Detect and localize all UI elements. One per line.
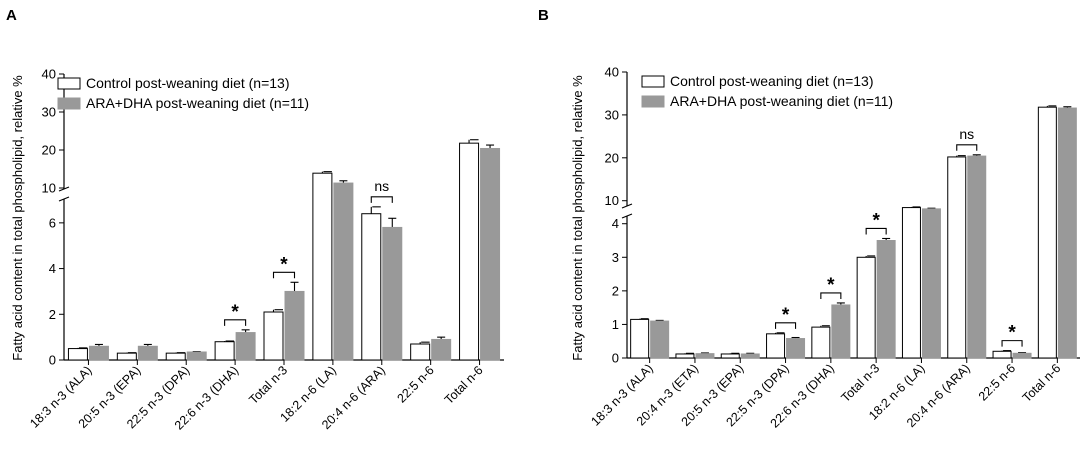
panel-a-bar-aradha bbox=[333, 182, 354, 361]
panel-b-bar-control bbox=[720, 353, 740, 359]
panel-b-category-label: Total n-6 bbox=[1020, 361, 1064, 405]
panel-a-ytick-label: 2 bbox=[49, 307, 56, 322]
panel-a-legend-control-label: Control post-weaning diet (n=13) bbox=[86, 75, 290, 91]
panel-a-bar-aradha bbox=[235, 332, 256, 361]
panel-a-bar-control bbox=[214, 341, 235, 361]
panel-a-significance-label: * bbox=[280, 254, 288, 275]
panel-a-bar-control bbox=[165, 352, 186, 361]
panel-a-legend-aradha-label: ARA+DHA post-weaning diet (n=11) bbox=[86, 95, 309, 111]
panel-b-axis-break-mark-lower bbox=[621, 213, 633, 219]
panel-b-ytick-label: 4 bbox=[612, 216, 619, 231]
panel-a-ylabel: Fatty acid content in total phospholipid… bbox=[10, 75, 25, 361]
panel-a-ytick-label: 40 bbox=[42, 67, 56, 82]
panel-a-significance-label: ns bbox=[374, 178, 389, 194]
panel-b-significance-bracket bbox=[820, 292, 842, 299]
panel-b-legend-swatch-control bbox=[641, 75, 665, 88]
panel-b-ytick-label: 30 bbox=[605, 107, 619, 122]
panel-b-bar-control bbox=[675, 353, 695, 359]
panel-b-significance-label: * bbox=[1008, 323, 1016, 344]
panel-b-bar-aradha bbox=[831, 304, 851, 359]
panel-a-bar-control bbox=[361, 213, 382, 361]
panel-a-axis-break-mark-upper bbox=[58, 186, 70, 192]
panel-b-label: B bbox=[538, 7, 549, 24]
panel-b-legend-control-label: Control post-weaning diet (n=13) bbox=[670, 73, 874, 89]
panel-b-ytick-label: 20 bbox=[605, 150, 619, 165]
panel-b-category-label: Total n-3 bbox=[838, 361, 882, 405]
panel-b-legend-swatch-aradha bbox=[641, 95, 665, 108]
panel-a-ytick-label: 0 bbox=[49, 353, 56, 368]
panel-a-bar-control bbox=[116, 352, 137, 361]
panel-a-bar-control bbox=[410, 343, 431, 361]
panel-a-label: A bbox=[6, 7, 17, 24]
panel-a-bar-aradha bbox=[382, 226, 403, 361]
panel-a-category-label: 22:5 n-6 bbox=[394, 363, 436, 405]
panel-a-ytick-label: 30 bbox=[42, 105, 56, 120]
panel-b-bar-control bbox=[630, 318, 650, 359]
panel-b-ytick-label: 0 bbox=[612, 351, 619, 366]
panel-a-significance-bracket bbox=[272, 271, 296, 279]
panel-a-category-label: Total n-3 bbox=[246, 363, 290, 407]
panel-b-axis-break-mark-upper bbox=[621, 203, 633, 209]
panel-a-ytick-label: 4 bbox=[49, 261, 56, 276]
panel-b-axis-break-gap bbox=[621, 206, 633, 216]
panel-a-category-label: Total n-6 bbox=[442, 363, 486, 407]
panel-b-bar-aradha bbox=[695, 353, 715, 359]
panel-a-significance-bracket bbox=[370, 196, 393, 203]
panel-b-category-label: 22:5 n-6 bbox=[976, 361, 1018, 403]
panel-a-axis-break-mark-lower bbox=[58, 196, 70, 202]
panel-b-bar-control bbox=[811, 326, 831, 359]
panel-a-ytick-label: 10 bbox=[42, 181, 56, 196]
panel-b-bar-control bbox=[1037, 106, 1057, 359]
panel-a-bar-aradha bbox=[186, 351, 207, 361]
panel-a-legend-swatch-control bbox=[57, 77, 81, 90]
panel-b-bar-aradha bbox=[1012, 352, 1032, 359]
panel-b-bar-aradha bbox=[1057, 107, 1077, 359]
panel-b-bar-aradha bbox=[876, 240, 896, 359]
panel-a-ytick-label: 6 bbox=[49, 215, 56, 230]
panel-b-ytick-label: 40 bbox=[605, 65, 619, 80]
panel-b-ylabel: Fatty acid content in total phospholipid… bbox=[570, 75, 585, 361]
panel-b-bar-aradha bbox=[967, 155, 987, 359]
panel-b-significance-label: * bbox=[827, 275, 835, 296]
panel-a-bar-aradha bbox=[88, 345, 109, 361]
panel-b-significance-label: * bbox=[872, 210, 880, 231]
panel-b-significance-bracket bbox=[1001, 340, 1023, 347]
panel-a-bar-control bbox=[67, 348, 88, 361]
panel-b-ytick-label: 3 bbox=[612, 250, 619, 265]
panel-b-significance-label: ns bbox=[959, 126, 974, 142]
panel-a-axis-break-gap bbox=[58, 189, 70, 199]
panel-a-significance-bracket bbox=[224, 319, 247, 326]
panel-b-bar-aradha bbox=[740, 353, 760, 359]
panel-b-bar-control bbox=[992, 350, 1012, 359]
panel-b-legend-aradha-label: ARA+DHA post-weaning diet (n=11) bbox=[670, 93, 893, 109]
panel-b-bar-aradha bbox=[650, 320, 670, 359]
panel-b-bar-control bbox=[901, 207, 921, 359]
panel-a-bar-control bbox=[459, 142, 480, 361]
panel-b-ytick-label: 2 bbox=[612, 283, 619, 298]
panel-b-ytick-label: 1 bbox=[612, 317, 619, 332]
panel-b-bar-control bbox=[856, 256, 876, 359]
panel-b-bar-control bbox=[947, 156, 967, 359]
panel-a-bar-aradha bbox=[137, 345, 158, 361]
panel-a-legend-swatch-aradha bbox=[57, 97, 81, 110]
panel-b-bar-aradha bbox=[786, 338, 806, 359]
panel-a-bar-aradha bbox=[284, 290, 305, 361]
panel-b-significance-bracket bbox=[956, 144, 978, 151]
panel-a-significance-label: * bbox=[231, 302, 239, 323]
panel-b-ytick-label: 10 bbox=[605, 193, 619, 208]
panel-b-significance-bracket bbox=[865, 227, 887, 235]
panel-b-bar-control bbox=[766, 333, 786, 359]
panel-a-bar-aradha bbox=[480, 147, 501, 361]
panel-a-bar-control bbox=[312, 172, 333, 361]
panel-a-ytick-label: 20 bbox=[42, 143, 56, 158]
panel-b-significance-label: * bbox=[782, 305, 790, 326]
panel-a-bar-control bbox=[263, 311, 284, 361]
panel-b-bar-aradha bbox=[921, 208, 941, 359]
panel-a-bar-aradha bbox=[431, 338, 452, 361]
panel-b-significance-bracket bbox=[775, 322, 797, 329]
